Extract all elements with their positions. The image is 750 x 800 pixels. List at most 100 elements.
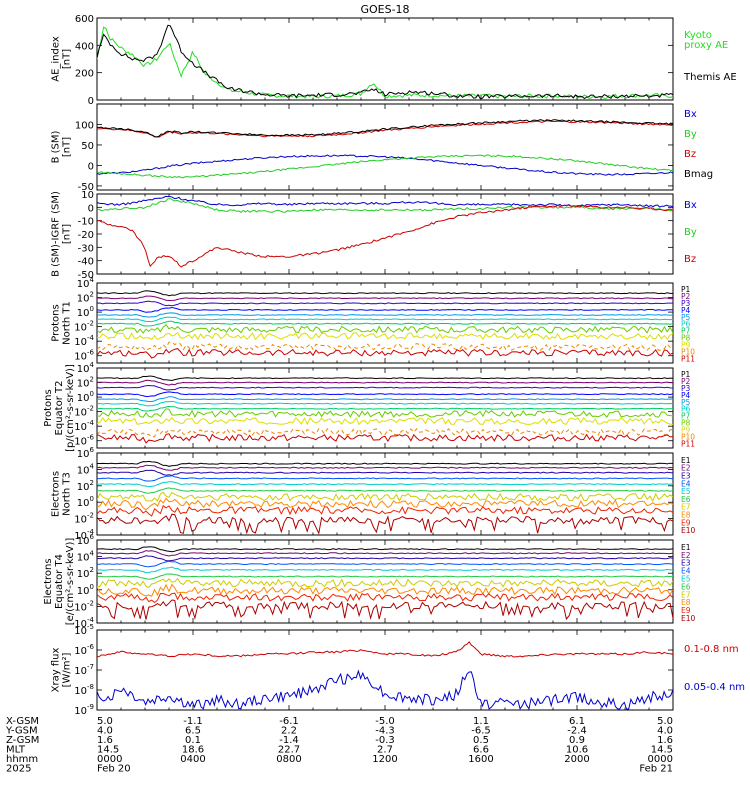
- y-tick-label: 10-2: [74, 512, 94, 526]
- orbit-row-label: Y-GSM: [5, 726, 38, 737]
- y-tick-exponent: 2: [90, 479, 94, 487]
- channel-line: [97, 460, 673, 467]
- panel-bsm: -50 0 50 100 B (SM) [nT] Bx By Bz Bmag: [51, 103, 713, 193]
- y-tick-exponent: -2: [87, 405, 94, 413]
- y-tick-label: 10-4: [74, 334, 94, 348]
- y-tick-label: 100: [77, 495, 94, 509]
- y-tick-exponent: -4: [87, 419, 95, 427]
- y-tick-exponent: -2: [87, 320, 94, 328]
- y-tick-label: 10-6: [74, 643, 94, 657]
- y-tick-exponent: 0: [90, 583, 94, 591]
- y-tick-label: 104: [77, 361, 95, 375]
- y-axis-label: AE_index: [51, 36, 62, 82]
- legend-E4: E4: [681, 479, 691, 488]
- y-tick-exponent: -2: [87, 599, 94, 607]
- orbit-cell: 6.6: [473, 745, 489, 756]
- orbit-cell: -1.4: [279, 735, 299, 746]
- legend-entry: By: [684, 227, 697, 238]
- series-line: [97, 195, 673, 208]
- channel-line: [97, 487, 673, 494]
- y-tick-label: 10-7: [74, 663, 94, 677]
- legend-entry: By: [684, 129, 697, 140]
- orbit-cell: 2.2: [281, 726, 297, 737]
- legend-P8: P8: [681, 419, 691, 428]
- orbit-cell: 4.0: [657, 726, 673, 737]
- y-tick-label: 200: [75, 69, 94, 80]
- channel-line: [97, 555, 673, 562]
- orbit-cell: 0400: [180, 754, 205, 765]
- legend-E1: E1: [681, 456, 691, 465]
- legend-entry: Bz: [684, 254, 696, 265]
- y-axis-label: Protons: [51, 304, 62, 341]
- channel-line: [97, 312, 673, 318]
- legend-entry: 0.1-0.8 nm: [684, 644, 739, 655]
- legend-E5: E5: [681, 575, 691, 584]
- orbit-cell: 18.6: [182, 745, 204, 756]
- orbit-cell: 5.0: [657, 716, 673, 727]
- channel-line: [97, 396, 673, 402]
- y-tick-label: 10: [81, 190, 94, 201]
- channel-line: [97, 497, 673, 511]
- legend-E8: E8: [681, 598, 691, 607]
- y-axis-label: B (SM)-IGRF (SM): [51, 191, 62, 277]
- legend-P9: P9: [681, 425, 691, 434]
- channel-line: [97, 599, 673, 621]
- panel-bdiff: -50 -40 -30 -20 -10 0 10 B (SM)-IGRF (SM) [nT] Bx…: [51, 190, 697, 281]
- y-tick-label: -20: [78, 230, 94, 241]
- channel-line: [97, 300, 673, 307]
- legend-P10: P10: [681, 347, 695, 356]
- y-tick-exponent: 2: [90, 291, 94, 299]
- y-tick-exponent: 0: [90, 390, 94, 398]
- channel-line: [97, 341, 673, 352]
- plot-area: [97, 195, 673, 268]
- legend-P8: P8: [681, 334, 691, 343]
- legend-P3: P3: [681, 299, 691, 308]
- plot-area: [97, 460, 673, 535]
- panel-frame: [96, 629, 674, 711]
- channel-line: [97, 546, 673, 553]
- legend-entry: Bmag: [684, 169, 713, 180]
- channel-line: [97, 331, 673, 341]
- y-tick-label: 10-2: [74, 599, 94, 613]
- orbit-table: X-GSMY-GSMZ-GSMMLThhmm20255.04.01.614.50…: [5, 716, 673, 775]
- y-tick-label: 0: [88, 96, 94, 107]
- panel-xray: 10-9 10-8 10-7 10-6 10-5 Xray flux [W/m²] 0.1-0…: [51, 623, 746, 717]
- orbit-row-label: X-GSM: [6, 716, 39, 727]
- channel-line: [97, 433, 673, 444]
- orbit-cell: -4.3: [375, 726, 395, 737]
- legend-entry: Themis AE: [683, 72, 737, 83]
- y-tick-exponent: -8: [87, 683, 94, 691]
- y-tick-label: 100: [77, 390, 94, 404]
- legend-E8: E8: [681, 510, 691, 519]
- plot-area: [97, 290, 673, 359]
- legend-entry: Bx: [684, 109, 697, 120]
- orbit-row-label: hhmm: [6, 754, 38, 765]
- y-tick-label: 100: [75, 120, 94, 131]
- channel-line: [97, 391, 673, 398]
- series-line: [97, 119, 673, 138]
- y-tick-exponent: 6: [90, 446, 95, 454]
- channel-line: [97, 320, 673, 327]
- orbit-cell: -5.0: [375, 716, 395, 727]
- legend-E1: E1: [681, 543, 691, 552]
- orbit-cell: 1.1: [473, 716, 489, 727]
- orbit-cell: 10.6: [566, 745, 588, 756]
- series-line: [97, 154, 673, 179]
- legend-P10: P10: [681, 432, 695, 441]
- y-tick-exponent: -6: [87, 349, 95, 357]
- legend-P2: P2: [681, 377, 691, 386]
- legend-E4: E4: [681, 567, 691, 576]
- series-line: [97, 26, 673, 99]
- orbit-cell: 4.0: [97, 726, 113, 737]
- legend-P9: P9: [681, 340, 691, 349]
- legend-E2: E2: [681, 464, 691, 473]
- y-tick-label: 400: [75, 41, 94, 52]
- channel-line: [97, 577, 673, 589]
- orbit-cell: 14.5: [651, 745, 673, 756]
- orbit-cell: -2.4: [567, 726, 587, 737]
- series-line: [97, 641, 673, 658]
- channel-line: [97, 475, 673, 482]
